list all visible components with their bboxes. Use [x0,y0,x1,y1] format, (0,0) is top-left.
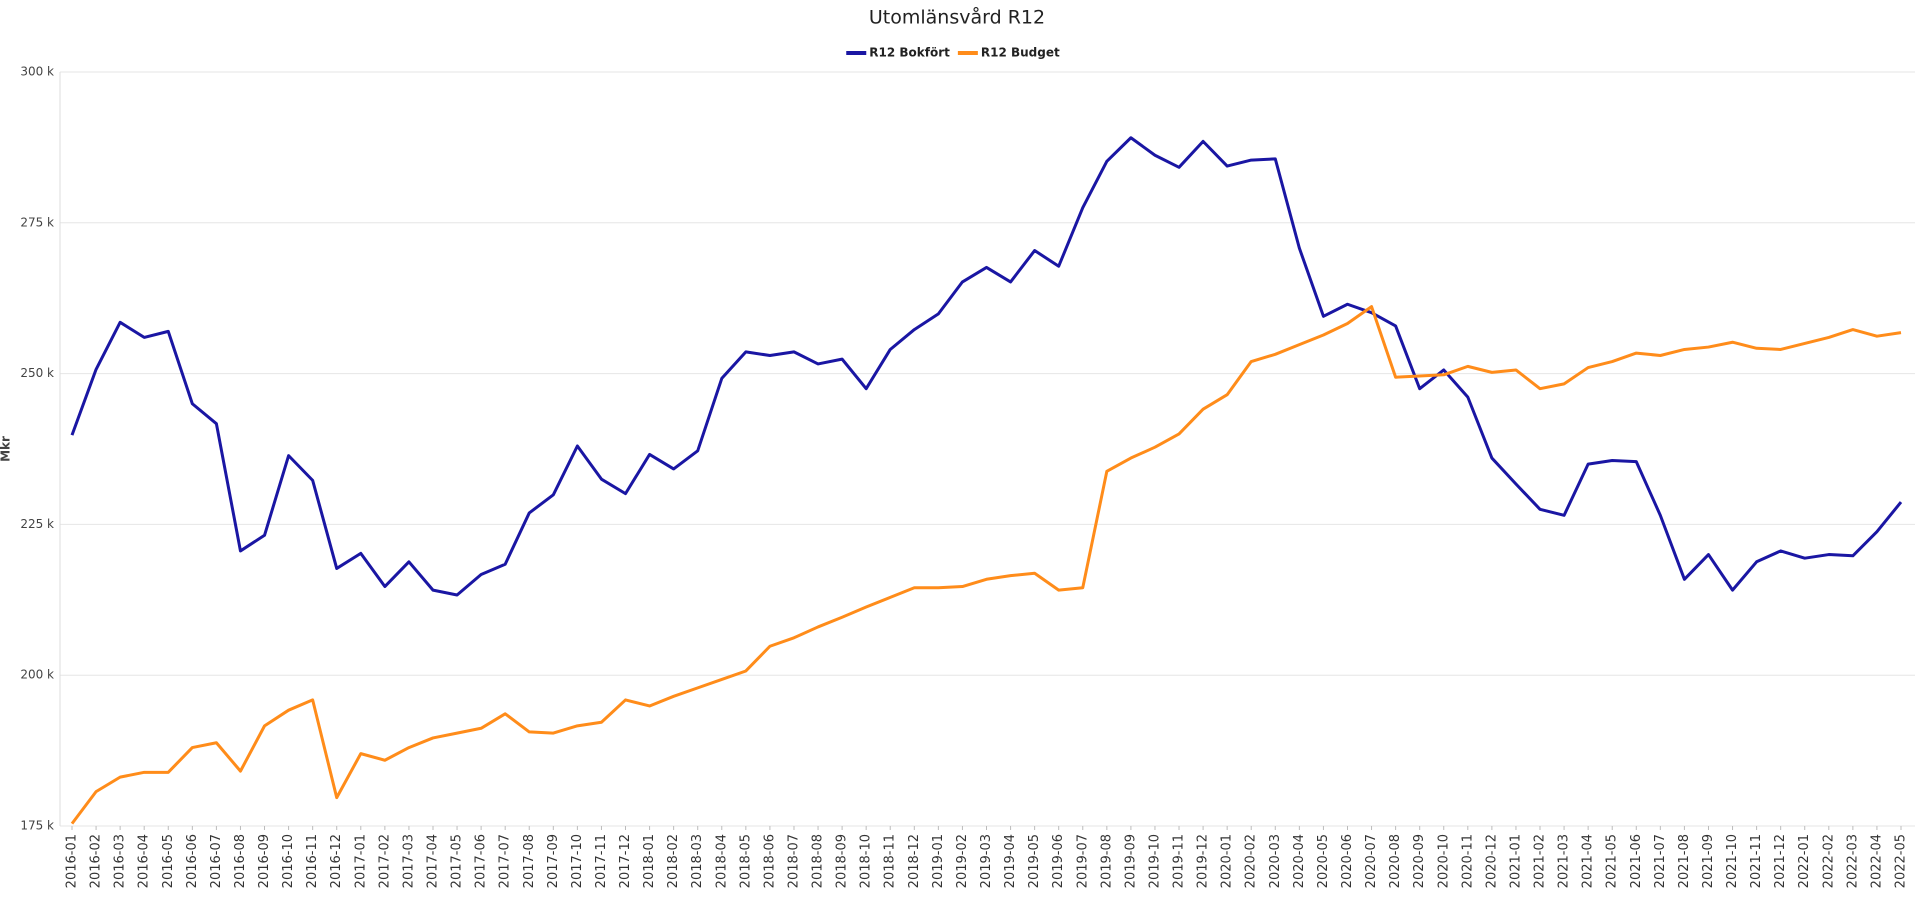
x-tick-label: 2018-02 [666,834,681,888]
x-tick-label: 2016-03 [113,834,128,888]
x-tick-label: 2020-10 [1436,834,1451,888]
x-tick-label: 2016-06 [185,834,200,888]
x-tick-label: 2021-06 [1629,834,1644,888]
y-tick-label: 300 k [20,65,54,79]
x-tick-label: 2017-04 [425,834,440,888]
x-tick-label: 2018-05 [738,834,753,888]
x-tick-label: 2019-11 [1172,834,1187,888]
x-tick-label: 2021-07 [1653,834,1668,888]
x-tick-label: 2021-02 [1533,834,1548,888]
x-tick-label: 2016-12 [329,834,344,888]
x-tick-label: 2020-09 [1412,834,1427,888]
x-tick-label: 2017-01 [353,834,368,888]
x-tick-label: 2017-12 [618,834,633,888]
legend-item: R12 Budget [957,46,1060,60]
x-tick-label: 2021-09 [1701,834,1716,888]
x-tick-label: 2020-05 [1316,834,1331,888]
x-tick-label: 2020-08 [1388,834,1403,888]
y-tick-label: 200 k [20,668,54,682]
x-tick-label: 2021-10 [1725,834,1740,888]
x-tick-label: 2016-09 [257,834,272,888]
x-tick-label: 2019-07 [1075,834,1090,888]
x-tick-label: 2016-11 [305,834,320,888]
x-tick-label: 2018-10 [859,834,874,888]
x-tick-label: 2016-08 [233,834,248,888]
legend: R12 Bokfört R12 Budget [846,46,1060,60]
x-tick-label: 2021-08 [1677,834,1692,888]
x-tick-label: 2022-05 [1894,834,1909,888]
x-tick-label: 2020-11 [1460,834,1475,888]
x-tick-label: 2018-01 [642,834,657,888]
y-tick-label: 175 k [20,819,54,833]
x-tick-label: 2018-03 [690,834,705,888]
x-tick-label: 2016-02 [89,834,104,888]
x-tick-label: 2017-10 [570,834,585,888]
x-tick-label: 2020-04 [1292,834,1307,888]
x-tick-label: 2018-04 [714,834,729,888]
x-tick-label: 2017-09 [546,834,561,888]
x-tick-label: 2016-05 [161,834,176,888]
x-tick-label: 2020-03 [1268,834,1283,888]
series-line [70,136,1903,597]
series-line [70,305,1902,825]
x-tick-label: 2019-03 [979,834,994,888]
x-tick-label: 2018-12 [907,834,922,888]
x-tick-label: 2019-02 [955,834,970,888]
x-tick-label: 2020-02 [1244,834,1259,888]
x-tick-label: 2019-10 [1147,834,1162,888]
x-tick-label: 2019-05 [1027,834,1042,888]
x-tick-label: 2018-08 [811,834,826,888]
x-tick-label: 2022-04 [1869,834,1884,888]
x-tick-label: 2020-12 [1484,834,1499,888]
x-tick-label: 2022-02 [1821,834,1836,888]
x-tick-label: 2021-01 [1508,834,1523,888]
legend-label: R12 Budget [981,46,1060,60]
chart-title: Utomlänsvård R12 [869,6,1045,29]
x-tick-label: 2017-07 [498,834,513,888]
y-axis-label: Mkr [0,436,13,462]
x-tick-label: 2017-06 [474,834,489,888]
x-tick-label: 2017-05 [450,834,465,888]
x-tick-label: 2021-04 [1581,834,1596,888]
legend-label: R12 Bokfört [869,46,950,60]
x-tick-label: 2019-06 [1051,834,1066,888]
x-tick-label: 2019-09 [1123,834,1138,888]
x-tick-label: 2018-09 [835,834,850,888]
y-tick-label: 275 k [20,215,54,229]
x-tick-label: 2017-11 [594,834,609,888]
x-tick-label: 2016-10 [281,834,296,888]
y-tick-label: 250 k [20,366,54,380]
x-tick-label: 2022-01 [1797,834,1812,888]
x-tick-label: 2019-04 [1003,834,1018,888]
x-tick-label: 2022-03 [1845,834,1860,888]
x-tick-label: 2017-02 [377,834,392,888]
x-tick-label: 2018-07 [786,834,801,888]
x-tick-label: 2021-05 [1605,834,1620,888]
x-tick-label: 2020-01 [1220,834,1235,888]
x-tick-label: 2016-07 [209,834,224,888]
x-tick-label: 2017-03 [401,834,416,888]
x-tick-label: 2020-06 [1340,834,1355,888]
x-tick-label: 2021-11 [1749,834,1764,888]
x-tick-label: 2018-06 [762,834,777,888]
legend-item: R12 Bokfört [846,46,950,60]
x-tick-label: 2020-07 [1364,834,1379,888]
x-tick-label: 2019-01 [931,834,946,888]
x-tick-label: 2018-11 [883,834,898,888]
x-tick-label: 2021-12 [1773,834,1788,888]
y-tick-label: 225 k [20,517,54,531]
x-tick-label: 2017-08 [522,834,537,888]
x-tick-label: 2021-03 [1557,834,1572,888]
x-tick-label: 2019-08 [1099,834,1114,888]
x-tick-label: 2016-04 [137,834,152,888]
x-tick-label: 2016-01 [65,834,80,888]
x-tick-label: 2019-12 [1196,834,1211,888]
